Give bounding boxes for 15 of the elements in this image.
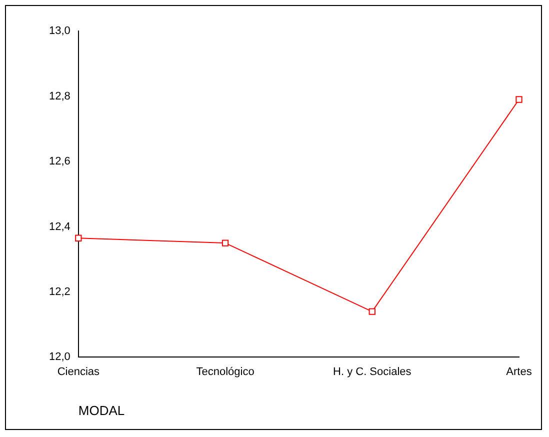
x-tick-label: Artes <box>506 366 532 378</box>
y-tick-label: 13,0 <box>48 25 70 38</box>
point <box>222 240 229 246</box>
point <box>368 308 376 315</box>
point <box>75 234 82 242</box>
point <box>516 96 522 103</box>
x-axis-title: MODAL <box>78 402 125 418</box>
x-tick-label: H. y C. Sociales <box>333 366 412 378</box>
y-tick-label: 12,4 <box>48 220 70 233</box>
x-tick-label: Ciencias <box>57 366 100 378</box>
y-tick-label: 12,2 <box>48 286 70 298</box>
y-tick-label: 12,8 <box>48 90 70 102</box>
y-tick-label: 12,0 <box>48 351 70 364</box>
y-tick-label: 12,6 <box>48 156 70 168</box>
x-tick-label: Tecnológico <box>196 366 254 378</box>
